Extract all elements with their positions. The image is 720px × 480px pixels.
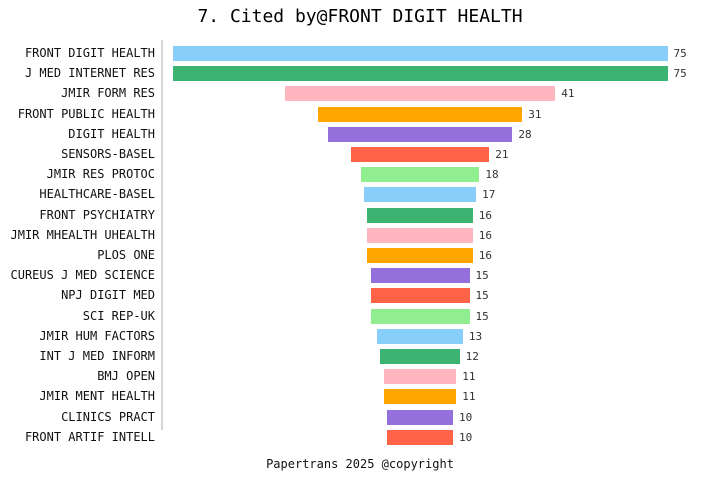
bar [367, 207, 473, 223]
chart-row: FRONT PUBLIC HEALTH 31 [0, 106, 720, 122]
bar [367, 227, 473, 243]
category-label: FRONT ARTIF INTELL [24, 429, 155, 444]
category-label: FRONT DIGIT HEALTH [24, 46, 155, 60]
chart-row: DIGIT HEALTH 28 [0, 126, 720, 142]
value-label: 28 [518, 127, 532, 141]
chart-row: JMIR MHEALTH UHEALTH 16 [0, 227, 720, 243]
category-label: SENSORS-BASEL [61, 147, 155, 161]
category-label: SCI REP-UK [82, 308, 155, 323]
category-label: HEALTHCARE-BASEL [39, 187, 155, 202]
bar [370, 268, 470, 284]
value-label: 11 [462, 390, 476, 404]
chart-row: JMIR MENT HEALTH 11 [0, 389, 720, 405]
bar [363, 187, 477, 203]
bar [172, 46, 668, 61]
chart-row: CLINICS PRACT 10 [0, 409, 720, 425]
chart-row: FRONT ARTIF INTELL 10 [0, 429, 720, 445]
value-label: 75 [673, 47, 687, 60]
chart-row: SENSORS-BASEL 21 [0, 147, 720, 162]
bar [284, 86, 556, 102]
chart-row: INT J MED INFORM 12 [0, 349, 720, 364]
bar [370, 308, 470, 324]
value-label: 16 [478, 249, 493, 262]
bar [387, 429, 453, 445]
category-label: NPJ DIGIT MED [61, 288, 155, 303]
bar [327, 126, 513, 142]
bar [377, 328, 463, 344]
bar [172, 66, 668, 82]
y-axis-line [161, 40, 163, 430]
value-label: 41 [561, 87, 575, 101]
value-label: 15 [475, 289, 489, 303]
value-label: 12 [465, 350, 479, 363]
value-label: 11 [462, 370, 476, 384]
category-label: J MED INTERNET RES [24, 66, 155, 81]
category-label: BMJ OPEN [97, 369, 155, 384]
chart-row: CUREUS J MED SCIENCE 15 [0, 268, 720, 284]
chart-row: FRONT DIGIT HEALTH 75 [0, 46, 720, 61]
category-label: DIGIT HEALTH [68, 126, 155, 141]
chart-row: BMJ OPEN 11 [0, 369, 720, 385]
chart-row: JMIR FORM RES 41 [0, 86, 720, 102]
chart-row: NPJ DIGIT MED 15 [0, 288, 720, 304]
chart-row: FRONT PSYCHIATRY 16 [0, 207, 720, 223]
value-label: 13 [468, 329, 483, 343]
value-label: 16 [478, 228, 493, 242]
category-label: PLOS ONE [97, 248, 155, 262]
category-label: JMIR HUM FACTORS [39, 328, 155, 343]
value-label: 75 [673, 67, 687, 81]
bar [383, 389, 457, 405]
chart-row: JMIR HUM FACTORS 13 [0, 328, 720, 344]
value-label: 10 [459, 410, 473, 424]
chart-row: PLOS ONE 16 [0, 248, 720, 263]
chart-row: J MED INTERNET RES 75 [0, 66, 720, 82]
value-label: 18 [485, 168, 499, 182]
category-label: JMIR RES PROTOC [46, 167, 155, 182]
bar [350, 147, 490, 162]
value-label: 15 [475, 269, 489, 283]
category-label: JMIR MHEALTH UHEALTH [10, 227, 156, 242]
bar [387, 409, 453, 425]
category-label: JMIR FORM RES [61, 86, 155, 101]
chart-title: 7. Cited by@FRONT DIGIT HEALTH [197, 6, 523, 27]
category-label: FRONT PUBLIC HEALTH [17, 106, 155, 121]
copyright-text: Papertrans 2025 @copyright [266, 457, 454, 471]
category-label: CLINICS PRACT [61, 409, 155, 424]
value-label: 17 [482, 188, 496, 202]
bar [380, 349, 460, 364]
category-label: CUREUS J MED SCIENCE [10, 268, 156, 283]
chart-row: HEALTHCARE-BASEL 17 [0, 187, 720, 203]
bar [360, 167, 480, 183]
category-label: JMIR MENT HEALTH [39, 389, 155, 404]
value-label: 16 [478, 208, 493, 222]
value-label: 21 [495, 148, 509, 161]
value-label: 10 [459, 430, 473, 444]
chart-row: SCI REP-UK 15 [0, 308, 720, 324]
value-label: 15 [475, 309, 489, 323]
bar [370, 288, 470, 304]
chart-row: JMIR RES PROTOC 18 [0, 167, 720, 183]
bar [367, 248, 473, 263]
category-label: FRONT PSYCHIATRY [39, 207, 155, 222]
category-label: INT J MED INFORM [39, 349, 155, 363]
bar [317, 106, 523, 122]
value-label: 31 [528, 107, 542, 121]
bar [383, 369, 457, 385]
